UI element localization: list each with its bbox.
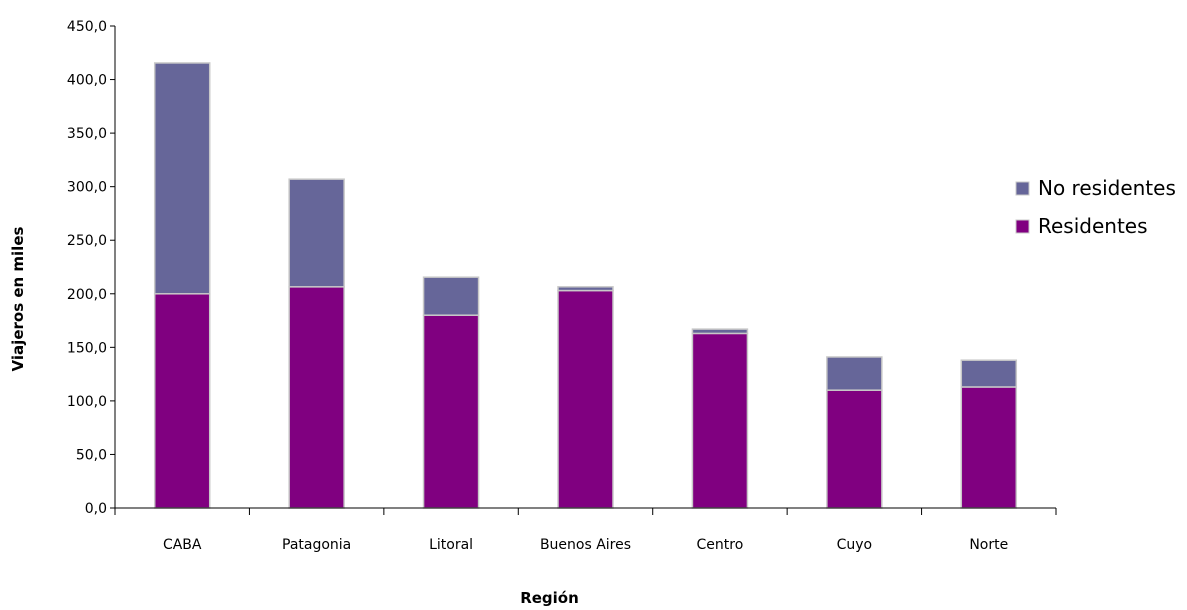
legend-label: Residentes bbox=[1038, 214, 1148, 238]
bar-segment-residentes bbox=[691, 332, 749, 509]
bar-segment-residentes bbox=[960, 386, 1018, 509]
y-tick-label: 250,0 bbox=[67, 233, 107, 249]
x-axis-title: Región bbox=[520, 589, 579, 607]
y-axis-ticks: 0,0 50,0 100,0 150,0 200,0 250,0 300,0 350,0 400… bbox=[67, 19, 115, 517]
x-tick-label: Litoral bbox=[429, 537, 473, 553]
bar-segment-no-residentes bbox=[557, 286, 614, 292]
x-tick-label: Cuyo bbox=[837, 537, 873, 553]
x-tick-label: Norte bbox=[969, 537, 1008, 553]
bar-segment-residentes bbox=[153, 293, 211, 509]
bar-segment-no-residentes bbox=[288, 178, 345, 288]
bars-group bbox=[153, 62, 1018, 509]
bar-segment-residentes bbox=[422, 314, 480, 509]
x-tick-label: Centro bbox=[697, 537, 744, 553]
bar-segment-residentes bbox=[288, 286, 345, 509]
bar-segment-residentes bbox=[557, 289, 614, 509]
y-tick-label: 400,0 bbox=[67, 73, 107, 89]
y-axis-title: Viajeros en miles bbox=[9, 227, 27, 372]
x-tick-label: Patagonia bbox=[282, 537, 351, 553]
bar-segment-no-residentes bbox=[960, 359, 1018, 388]
legend-label: No residentes bbox=[1038, 176, 1176, 200]
x-tick-label: Buenos Aires bbox=[540, 537, 631, 553]
x-axis-ticks: CABA Patagonia Litoral Buenos Aires Centro Cu… bbox=[114, 508, 1057, 553]
y-tick-label: 450,0 bbox=[67, 19, 107, 35]
bar-segment-residentes bbox=[826, 389, 883, 509]
y-tick-label: 200,0 bbox=[67, 287, 107, 303]
legend-swatch bbox=[1015, 219, 1030, 234]
bar-segment-no-residentes bbox=[826, 356, 883, 391]
bar-segment-no-residentes bbox=[691, 328, 749, 335]
y-tick-label: 50,0 bbox=[76, 447, 107, 463]
y-tick-label: 150,0 bbox=[67, 340, 107, 356]
y-tick-label: 350,0 bbox=[67, 126, 107, 142]
legend: No residentes Residentes bbox=[1015, 176, 1176, 238]
y-tick-label: 300,0 bbox=[67, 180, 107, 196]
x-tick-label: CABA bbox=[163, 537, 202, 553]
bar-segment-no-residentes bbox=[153, 62, 211, 295]
y-tick-label: 0,0 bbox=[85, 501, 107, 517]
legend-swatch bbox=[1015, 181, 1030, 196]
bar-segment-no-residentes bbox=[422, 276, 480, 316]
y-tick-label: 100,0 bbox=[67, 394, 107, 410]
